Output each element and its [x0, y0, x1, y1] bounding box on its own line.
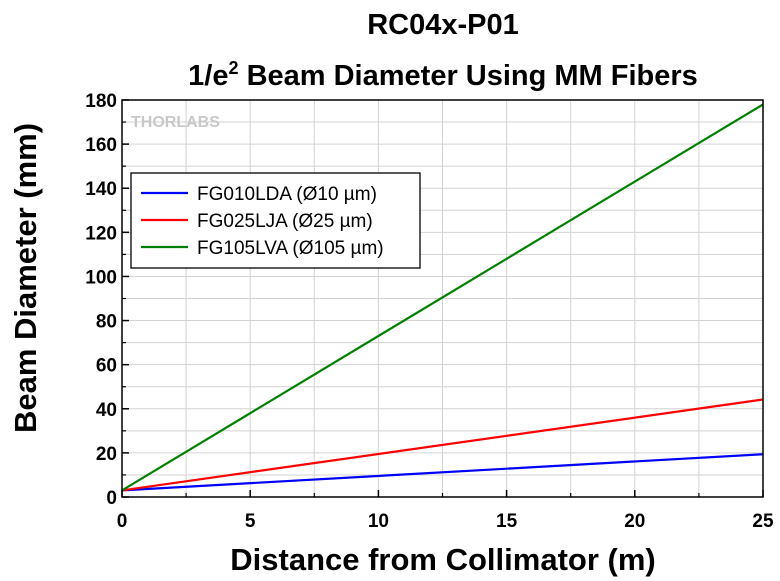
x-tick-label: 25: [752, 511, 774, 532]
title-suffix: Beam Diameter Using MM Fibers: [239, 60, 698, 92]
y-tick-label: 80: [96, 312, 117, 333]
series-line-2: [121, 398, 764, 492]
thorlabs-watermark-logo: THORLABS: [131, 114, 220, 131]
legend-label-2: FG025LJA (Ø25 µm): [197, 211, 373, 232]
axes: 0 5 10 15 20 25 0 20 40 60 80 100 120 140 160 180: [85, 91, 774, 532]
x-axis-title: Distance from Collimator (m): [230, 542, 655, 577]
x-tick-label: 10: [368, 511, 389, 532]
x-tick-label: 15: [496, 511, 518, 532]
y-tick-label: 160: [85, 135, 117, 156]
series-lines: [121, 103, 764, 492]
y-tick-label: 0: [106, 488, 117, 509]
series-line-3: [121, 103, 764, 492]
y-tick-label: 60: [96, 356, 117, 377]
legend-label-3: FG105LVA (Ø105 µm): [197, 238, 384, 259]
legend-label-1: FG010LDA (Ø10 µm): [197, 184, 377, 205]
y-tick-label: 180: [85, 91, 117, 112]
y-tick-label: 140: [85, 179, 117, 200]
x-tick-label: 5: [245, 511, 256, 532]
chart-title-line1: RC04x-P01: [367, 9, 519, 41]
legend: FG010LDA (Ø10 µm) FG025LJA (Ø25 µm) FG105L…: [130, 172, 421, 269]
title-superscript: 2: [229, 58, 239, 78]
x-tick-label: 0: [117, 511, 128, 532]
y-tick-label: 40: [96, 400, 117, 421]
y-tick-label: 120: [85, 223, 117, 244]
y-tick-label: 100: [85, 267, 117, 288]
series-line-1: [121, 453, 764, 492]
y-axis-title: Beam Diameter (mm): [8, 123, 43, 433]
x-tick-label: 20: [624, 511, 645, 532]
y-tick-label: 20: [96, 444, 117, 465]
chart-title-line2: 1/e2 Beam Diameter Using MM Fibers: [188, 58, 698, 92]
title-prefix: 1/e: [188, 60, 228, 92]
